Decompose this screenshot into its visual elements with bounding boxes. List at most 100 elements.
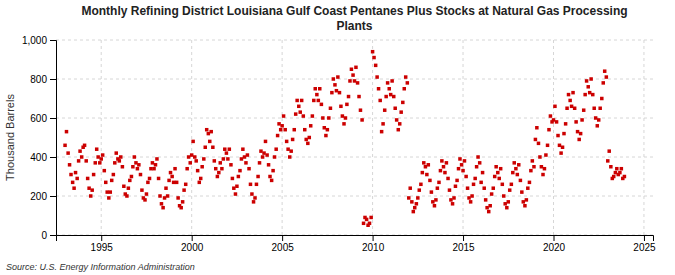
x-tick-mark [101,235,102,241]
y-tick: 400 [30,152,56,163]
title: Monthly Refining District Louisiana Gulf… [81,4,627,33]
x-tick: 2020 [543,235,566,253]
x-grid-line [282,40,283,235]
point [157,177,161,181]
point [362,222,366,226]
y-tick-mark [50,235,56,236]
point [145,192,149,196]
point [188,161,192,165]
point [78,149,82,153]
point [484,198,488,202]
point [110,179,114,183]
point [193,155,197,159]
point [378,99,382,103]
point [205,128,209,132]
point [130,175,134,179]
point [564,122,568,126]
point [505,206,509,210]
x-tick: 2005 [272,235,295,253]
point [329,107,333,111]
point [294,112,298,116]
point [512,161,516,165]
point [541,173,545,177]
x-tick-label: 2025 [633,242,656,253]
point [408,186,412,190]
point [330,91,334,95]
point [479,181,483,185]
point [181,200,185,204]
point [418,188,422,192]
point [519,179,523,183]
point [170,175,174,179]
point [172,181,176,185]
point [344,116,348,120]
point [561,146,565,150]
x-tick-label: 2015 [452,242,475,253]
point [538,155,542,159]
y-tick-mark [50,79,56,80]
point [395,118,399,122]
x-grid-line [372,40,373,235]
point [311,114,315,118]
point [594,116,598,120]
point [283,128,287,132]
point [86,177,90,181]
x-tick-label: 2020 [543,242,566,253]
point [375,75,379,79]
y-tick-mark [50,196,56,197]
point [368,222,372,226]
point [452,196,456,200]
y-axis-line [50,41,57,236]
point [211,146,215,150]
point [618,171,622,175]
point [176,196,180,200]
point [469,200,473,204]
point [433,204,437,208]
point [380,130,384,134]
point [476,155,480,159]
point [109,190,113,194]
point [359,108,363,112]
point [128,179,132,183]
point [603,69,607,73]
point [238,169,242,173]
point [540,165,544,169]
point [589,77,593,81]
point [217,171,221,175]
point [570,105,574,109]
point [127,186,131,190]
point [271,169,275,173]
point [510,183,513,187]
point [451,202,455,206]
point [455,179,459,183]
point [288,155,292,159]
point [332,77,336,81]
point [416,196,420,200]
point [139,173,143,177]
x-grid-line [553,40,554,235]
point [270,179,274,183]
point [371,50,375,54]
point [155,157,159,161]
point [202,157,206,161]
point [487,210,491,214]
point [315,93,319,97]
point [591,93,595,97]
point [516,173,520,177]
point [250,192,254,196]
point [535,126,539,130]
point [339,105,343,109]
point [191,140,195,144]
point [377,87,381,91]
y-tick-label: 200 [30,191,47,202]
y-tick-label: 800 [30,74,47,85]
point [350,68,354,72]
point [190,153,194,157]
point [585,79,589,83]
point [182,188,186,192]
point [185,167,189,171]
point [253,196,257,200]
point [345,103,349,107]
x-grid-line [463,40,464,235]
point [231,177,235,181]
